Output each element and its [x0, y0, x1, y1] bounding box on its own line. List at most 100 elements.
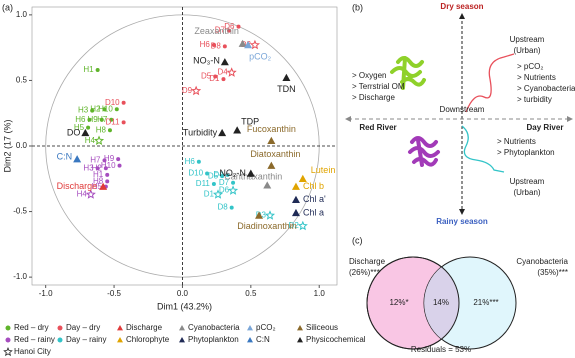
sample-label: H10 [101, 161, 116, 170]
sample-label: D5 [208, 171, 219, 180]
sample-label: D1 [209, 74, 220, 83]
list-item: > Discharge [352, 93, 395, 102]
upstream: Upstream [510, 35, 545, 44]
sample-point [105, 172, 110, 177]
legend-swatch [57, 325, 63, 331]
variable-label: Chl a' [303, 194, 326, 204]
sample-point [107, 128, 112, 133]
sample-point [222, 44, 227, 49]
variable-label: Lutein [311, 165, 336, 175]
sample-point [99, 117, 104, 122]
sample-star [249, 39, 260, 50]
variable-point [99, 182, 108, 190]
legend-label: Red – dry [14, 323, 49, 332]
variable-label: TDN [277, 84, 296, 94]
variable-point [246, 169, 255, 177]
sample-label: D10 [105, 98, 120, 107]
red-river: Red River [359, 123, 396, 132]
sample-label: H6 [185, 157, 196, 166]
variable-point [220, 58, 229, 66]
legend-swatch [57, 337, 63, 343]
venn-value: 14% [433, 298, 449, 307]
sample-point [95, 67, 100, 72]
sample-point [121, 100, 126, 105]
venn-value: 12%* [389, 298, 408, 307]
sample-star [85, 189, 96, 199]
legend-swatch [247, 325, 253, 331]
rainy-season: Rainy season [436, 217, 488, 226]
sample-point [105, 179, 110, 184]
sample-label: D1 [204, 190, 215, 199]
variable-label: C:N [57, 151, 73, 161]
sample-label: D9 [182, 86, 193, 95]
legend-label: Red – rainy [14, 335, 55, 344]
red-river-rainy-icon [408, 136, 440, 167]
sample-label: D11 [196, 179, 211, 188]
x-tick-label: 1.0 [314, 289, 326, 298]
sample-point [221, 77, 226, 82]
upstream: (Urban) [513, 188, 540, 197]
sample-point [236, 24, 241, 29]
x-axis-title: Dim1 (43.2%) [157, 301, 212, 311]
legend-swatch [247, 337, 253, 343]
legend-label: C:N [256, 335, 270, 344]
sample-label: D8 [211, 41, 222, 50]
sample-label: H1 [83, 65, 94, 74]
sample-label: D7 [215, 26, 226, 35]
sample-label: H3 [83, 163, 94, 172]
residuals: Residuals = 53% [411, 345, 471, 354]
legend-swatch [117, 325, 123, 331]
venn-overlap [424, 267, 459, 339]
list-item: > Phytoplankton [497, 148, 555, 157]
panel-label: (a) [2, 2, 13, 12]
legend-label: Day – dry [66, 323, 100, 332]
variable-point [282, 73, 291, 82]
variable-label: Zeaxanthin [194, 26, 239, 36]
variable-point [291, 195, 300, 203]
legend-label: Siliceous [306, 323, 338, 332]
upstream: (Urban) [513, 46, 540, 55]
variable-point [233, 126, 242, 134]
x-tick-label: -1.0 [39, 289, 53, 298]
variable-point [73, 155, 82, 163]
sample-point [121, 120, 126, 125]
legend-label: Phytoplankton [188, 335, 239, 344]
sample-point [102, 107, 107, 112]
variable-point [267, 161, 276, 169]
sample-label: D7 [219, 178, 230, 187]
variable-label: Turbidity [183, 127, 218, 137]
variable-label: Chl a [303, 207, 324, 217]
sample-point [116, 157, 121, 162]
legend-swatch [179, 325, 185, 331]
sample-label: D4 [213, 170, 224, 179]
sample-point [226, 28, 231, 33]
sample-label: D3 [256, 211, 267, 220]
variable-label: Discharge [57, 181, 98, 191]
sample-label: H3 [78, 106, 89, 115]
sample-point [86, 125, 91, 130]
legend-label: pCO₂ [256, 323, 276, 332]
variable-point [298, 174, 307, 182]
sample-point [213, 74, 218, 79]
sample-label: H10 [98, 104, 113, 113]
x-tick-label: 0.0 [177, 289, 189, 298]
variable-point [267, 136, 276, 144]
list-item: > Terrstrial OM [352, 82, 405, 91]
legend-swatch [179, 337, 185, 343]
sample-label: D8 [217, 203, 228, 212]
sample-point [231, 180, 236, 185]
legend-swatch [5, 325, 11, 331]
legend-label: Cyanobacteria [188, 323, 240, 332]
variable-label: Diatoxanthin [250, 149, 300, 159]
legend-label: Physicochemical [306, 335, 366, 344]
panel-label: (b) [352, 2, 363, 12]
sample-point [87, 117, 92, 122]
red-river-dry-icon [390, 56, 426, 90]
variable-label: Fucoxanthin [247, 124, 296, 134]
sample-label: H7 [90, 156, 101, 165]
legend-label: Discharge [126, 323, 163, 332]
venn-set: (26%)*** [349, 268, 380, 277]
sample-star [226, 67, 237, 77]
sample-point [117, 163, 122, 168]
sample-star [212, 189, 224, 199]
